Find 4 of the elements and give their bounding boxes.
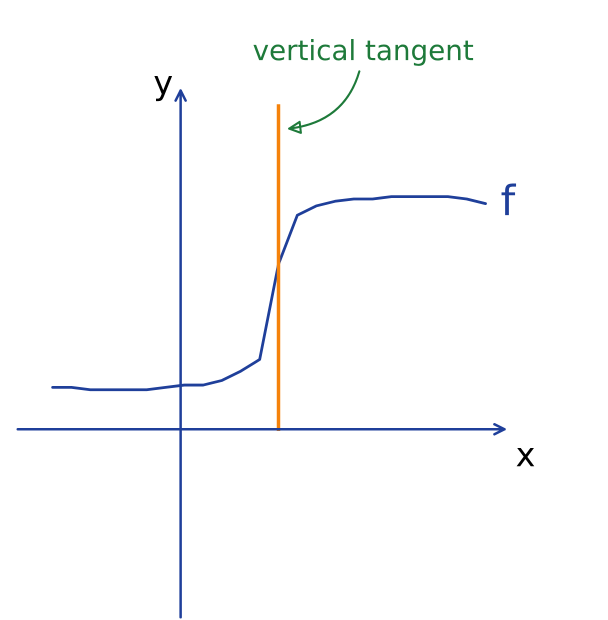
text: vertical tangent [253,38,474,66]
x-axis-title: x [516,448,534,466]
y-axis-title: y [154,76,172,102]
series-label: f [502,183,516,216]
